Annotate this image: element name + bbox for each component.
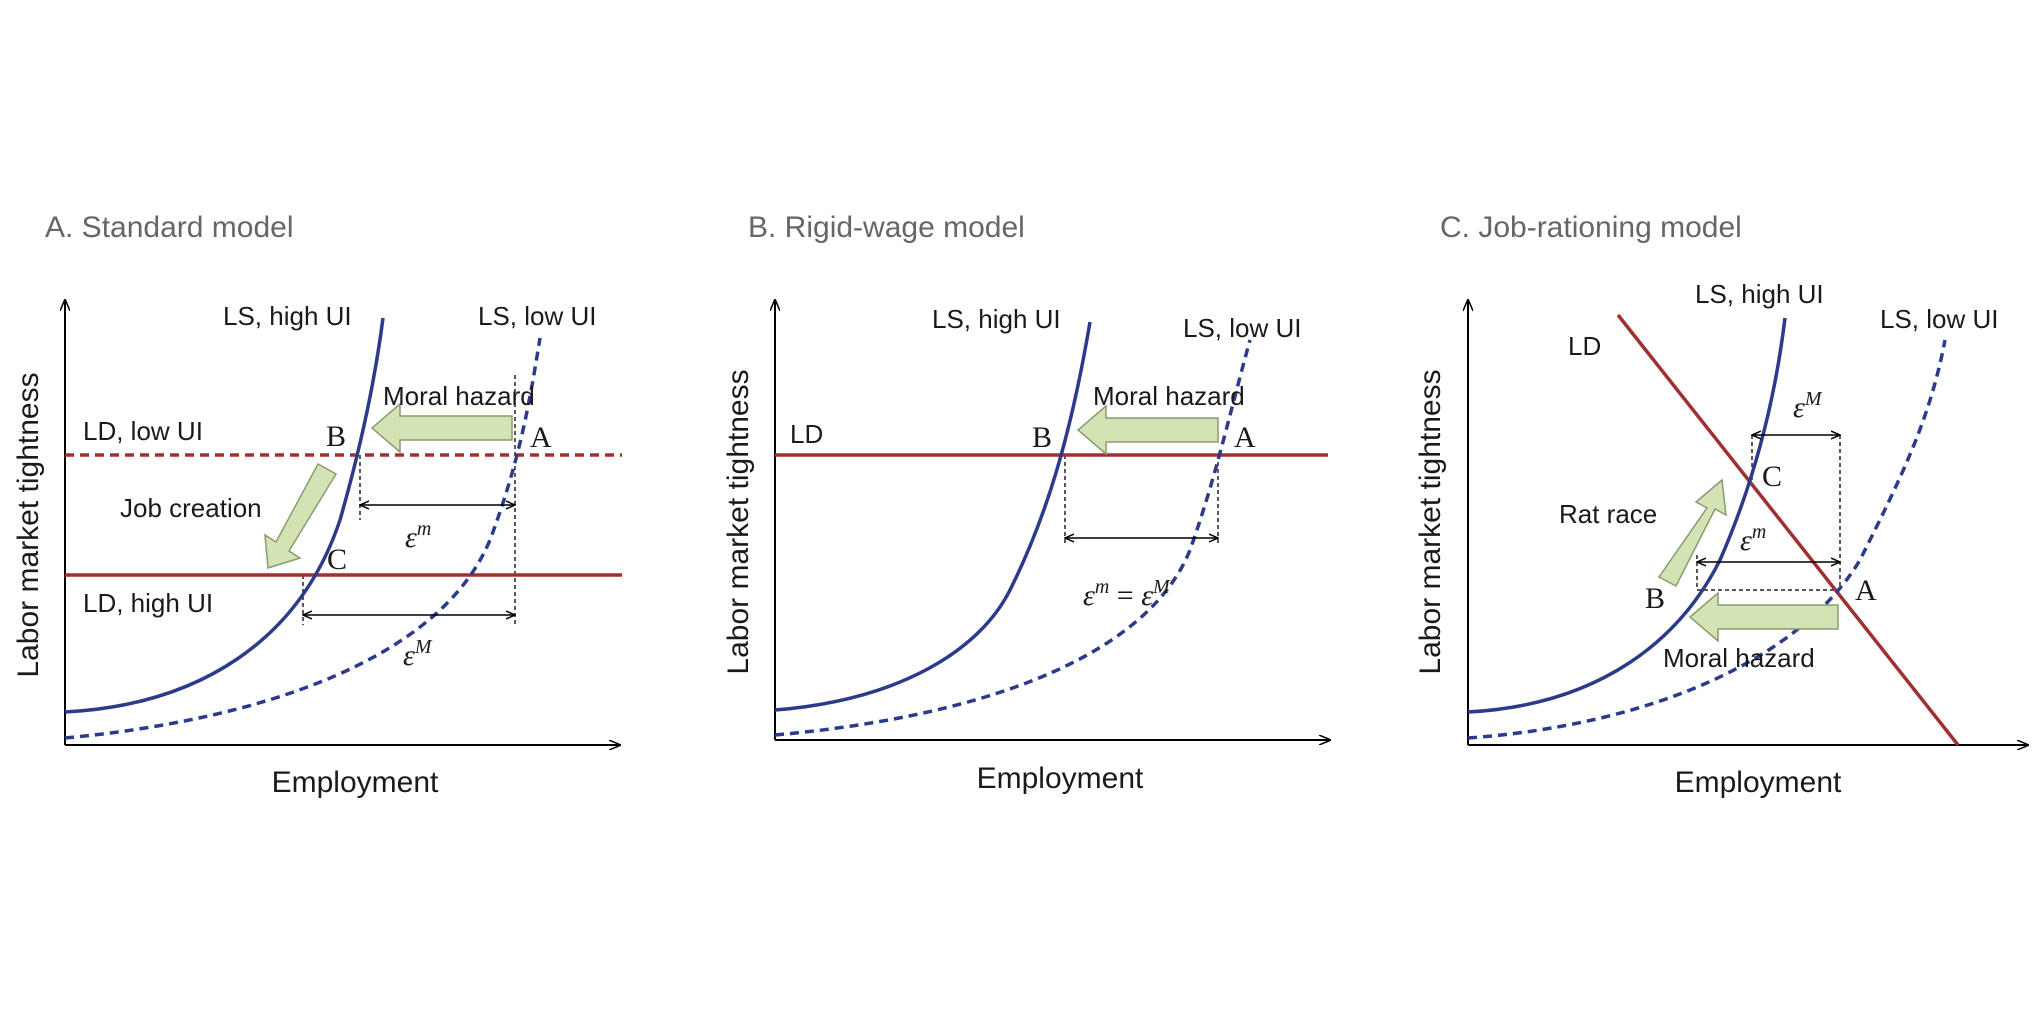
ld-label: LD	[790, 419, 823, 449]
elasticity-equality-label: εm = εM	[1083, 576, 1171, 612]
ls-low-ui-curve	[774, 339, 1252, 737]
moral-hazard-arrow	[1076, 404, 1219, 456]
rat-race-label: Rat race	[1559, 499, 1657, 529]
ls-high-ui-label: LS, high UI	[223, 301, 352, 331]
job-creation-label: Job creation	[120, 493, 262, 523]
ls-low-ui-label: LS, low UI	[478, 301, 597, 331]
panel-standard-model: A. Standard model Labor market tightness…	[12, 211, 622, 799]
panel-job-rationing-model: C. Job-rationing model Labor market tigh…	[1414, 211, 2028, 799]
panel-rigid-wage-model: B. Rigid-wage model Labor market tightne…	[722, 211, 1330, 795]
x-axis-label: Employment	[977, 762, 1144, 795]
panel-title: C. Job-rationing model	[1440, 211, 1742, 244]
macro-elasticity-label: εM	[1793, 388, 1823, 424]
ls-high-ui-curve	[774, 321, 1092, 712]
ls-high-ui-curve	[64, 317, 385, 714]
y-axis-label: Labor market tightness	[1414, 369, 1447, 674]
moral-hazard-label: Moral hazard	[1663, 643, 1815, 673]
ld-low-ui-label: LD, low UI	[83, 416, 203, 446]
point-c-label: C	[327, 543, 347, 576]
panel-title: B. Rigid-wage model	[748, 211, 1025, 244]
moral-hazard-label: Moral hazard	[383, 381, 535, 411]
ls-high-ui-label: LS, high UI	[1695, 279, 1824, 309]
ls-low-ui-label: LS, low UI	[1183, 313, 1302, 343]
y-axis-label: Labor market tightness	[722, 369, 755, 674]
ld-label: LD	[1568, 331, 1601, 361]
point-a-label: A	[530, 421, 552, 454]
point-c-label: C	[1762, 460, 1782, 493]
ls-low-ui-curve	[1467, 339, 1947, 740]
point-b-label: B	[1032, 421, 1052, 454]
moral-hazard-label: Moral hazard	[1093, 381, 1245, 411]
micro-elasticity-label: εm	[405, 518, 431, 554]
ls-low-ui-curve	[64, 337, 542, 740]
micro-elasticity-label: εm	[1740, 521, 1766, 557]
rat-race-arrow	[1657, 478, 1727, 588]
ls-low-ui-label: LS, low UI	[1880, 304, 1999, 334]
job-creation-arrow	[264, 462, 338, 569]
moral-hazard-arrow	[370, 402, 513, 454]
ld-line	[1616, 313, 1960, 747]
macro-elasticity-label: εM	[403, 636, 433, 672]
ld-high-ui-label: LD, high UI	[83, 588, 213, 618]
point-b-label: B	[326, 420, 346, 453]
panel-title: A. Standard model	[45, 211, 293, 244]
x-axis-label: Employment	[272, 766, 439, 799]
ls-high-ui-label: LS, high UI	[932, 304, 1061, 334]
x-axis-label: Employment	[1675, 766, 1842, 799]
y-axis-label: Labor market tightness	[12, 372, 45, 677]
point-a-label: A	[1855, 574, 1877, 607]
point-b-label: B	[1645, 582, 1665, 615]
point-a-label: A	[1234, 421, 1256, 454]
moral-hazard-arrow	[1688, 591, 1839, 643]
